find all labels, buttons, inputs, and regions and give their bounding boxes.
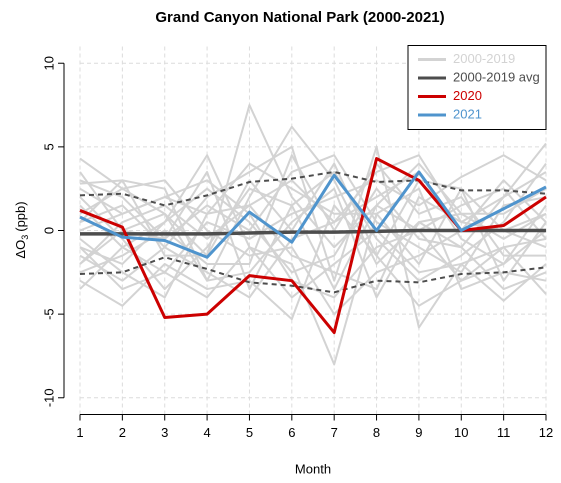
x-tick-label: 10 <box>454 425 468 440</box>
x-tick-label: 8 <box>373 425 380 440</box>
y-axis-label: ΔO3 (ppb) <box>13 201 30 258</box>
legend-label: 2020 <box>453 88 482 103</box>
x-tick-label: 5 <box>246 425 253 440</box>
background-line <box>79 171 547 299</box>
y-tick-label: -5 <box>41 308 56 320</box>
background-line <box>79 125 547 282</box>
legend-label: 2000-2019 <box>453 51 515 66</box>
legend-label: 2021 <box>453 106 482 121</box>
legend-label: 2000-2019 avg <box>453 69 540 84</box>
band-lower <box>79 256 547 294</box>
x-tick-label: 1 <box>76 425 83 440</box>
background-line <box>79 162 547 257</box>
x-tick-label: 11 <box>497 425 511 440</box>
band-upper <box>79 170 547 207</box>
x-tick-label: 9 <box>415 425 422 440</box>
y-tick-label: 5 <box>41 143 56 150</box>
x-tick-label: 6 <box>288 425 295 440</box>
background-line <box>79 154 547 366</box>
background-line <box>79 187 547 291</box>
x-tick-label: 4 <box>203 425 210 440</box>
x-tick-label: 12 <box>539 425 553 440</box>
x-tick-label: 2 <box>119 425 126 440</box>
y-tick-label: -10 <box>41 388 56 407</box>
x-axis-label: Month <box>295 461 331 476</box>
background-line <box>79 229 547 299</box>
y-label-text: ΔO <box>13 240 28 259</box>
chart-title: Grand Canyon National Park (2000-2021) <box>155 9 444 26</box>
y-label-subscript: 3 <box>20 235 30 240</box>
background-line <box>79 170 547 291</box>
background-line <box>79 163 547 291</box>
series-line <box>79 170 547 259</box>
y-tick-label: 0 <box>41 227 56 234</box>
y-tick-label: 10 <box>41 56 56 70</box>
background-line <box>79 204 547 321</box>
x-tick-label: 3 <box>161 425 168 440</box>
background-line <box>79 154 547 224</box>
series-line <box>79 157 547 335</box>
x-tick-label: 7 <box>331 425 338 440</box>
y-label-suffix: (ppb) <box>13 201 28 231</box>
